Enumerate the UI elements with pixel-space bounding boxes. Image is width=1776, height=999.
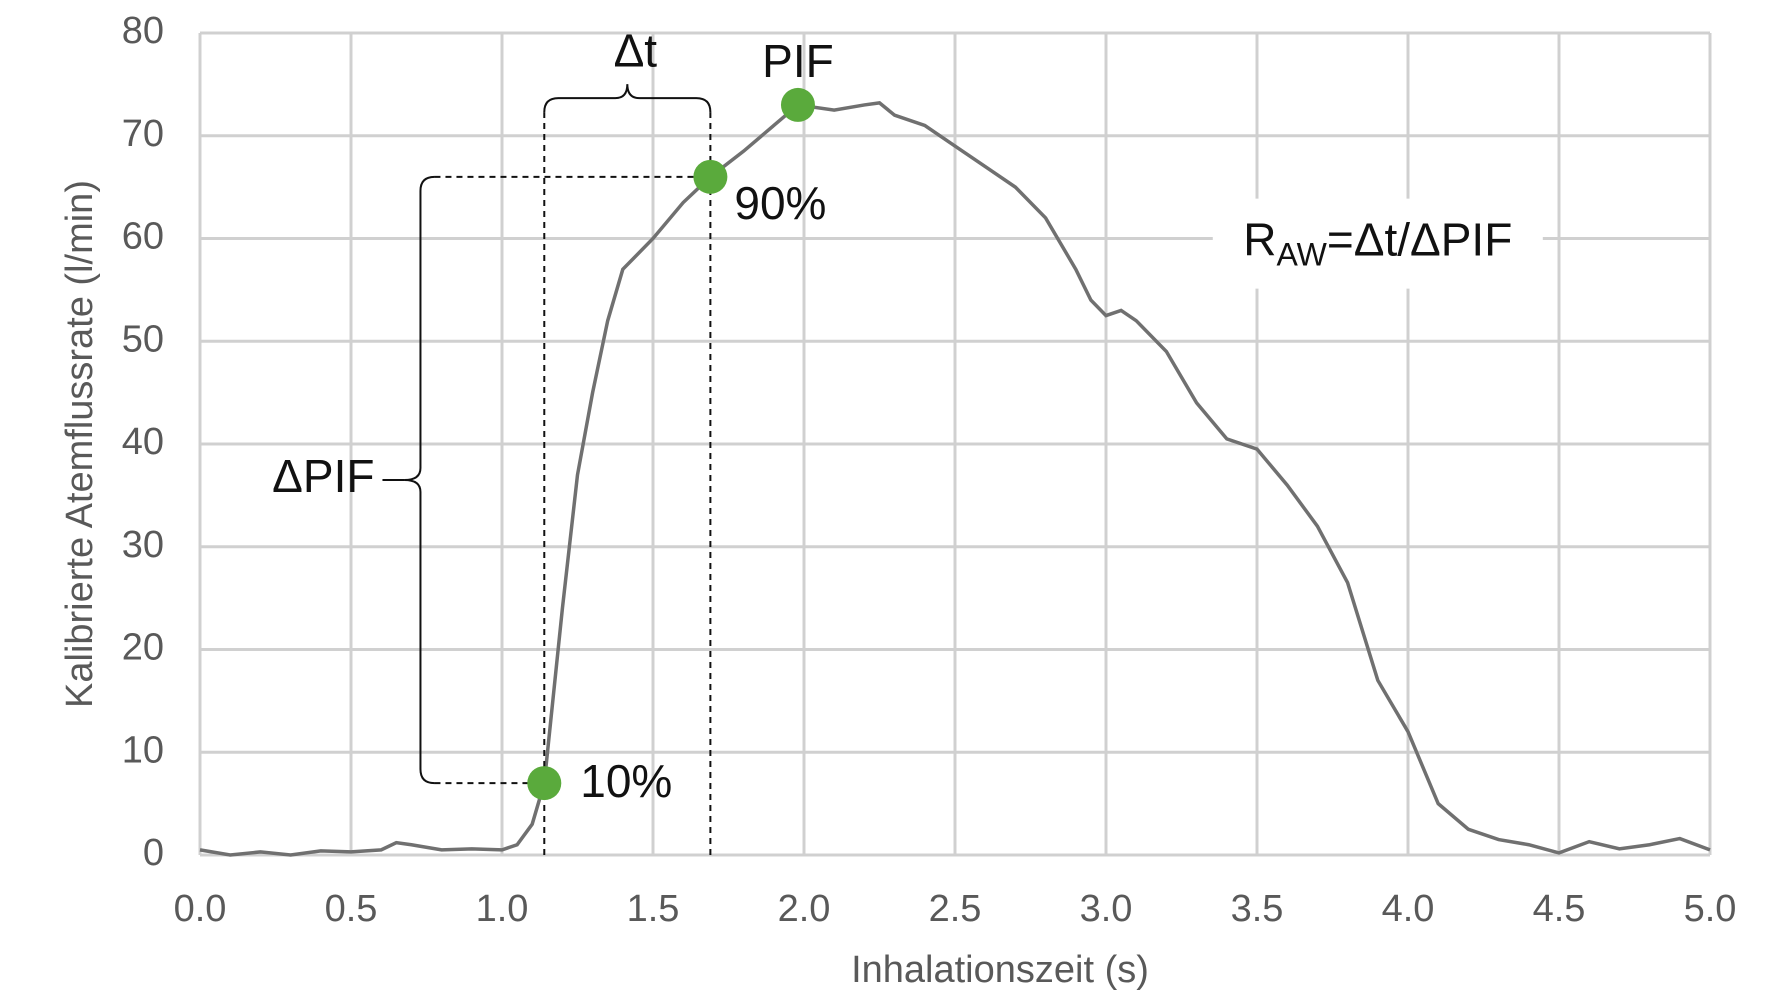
y-tick-label: 50 (122, 318, 164, 360)
y-tick-label: 0 (143, 832, 164, 874)
y-tick-label: 20 (122, 627, 164, 669)
y-axis-label: Kalibrierte Atemflussrate (l/min) (59, 180, 101, 708)
y-tick-label: 80 (122, 10, 164, 52)
brace (404, 175, 435, 785)
x-tick-label: 3.5 (1231, 888, 1284, 930)
x-tick-label: 2.0 (778, 888, 831, 930)
highlight-label: 10% (580, 755, 672, 807)
x-tick-label: 1.5 (627, 888, 680, 930)
formula: RAW=Δt/ΔPIF (1243, 214, 1512, 273)
y-tick-label: 60 (122, 216, 164, 258)
formula-base: R (1243, 214, 1276, 266)
annotation: Δt (614, 24, 658, 76)
x-tick-label: 3.0 (1080, 888, 1133, 930)
x-axis-label: Inhalationszeit (s) (851, 949, 1149, 991)
x-tick-label: 4.0 (1382, 888, 1435, 930)
x-tick-label: 5.0 (1684, 888, 1737, 930)
highlight-point (693, 159, 728, 194)
annotation: ΔPIF (272, 450, 374, 502)
x-tick-label: 1.0 (476, 888, 529, 930)
x-tick-label: 0.0 (174, 888, 227, 930)
y-tick-label: 40 (122, 421, 164, 463)
x-tick-label: 4.5 (1533, 888, 1586, 930)
highlight-label: 90% (734, 177, 826, 229)
x-tick-label: 2.5 (929, 888, 982, 930)
highlight-label: PIF (762, 35, 834, 87)
data-line (199, 101, 1711, 857)
formula-background (1212, 198, 1543, 289)
highlight-point (527, 766, 562, 801)
formula-sub: AW (1277, 237, 1328, 273)
y-tick-label: 70 (122, 113, 164, 155)
x-tick-label: 0.5 (325, 888, 378, 930)
highlight-point (780, 87, 815, 122)
formula-rest: =Δt/ΔPIF (1327, 214, 1512, 266)
brace (543, 84, 712, 113)
y-tick-label: 10 (122, 729, 164, 771)
y-tick-label: 30 (122, 524, 164, 566)
